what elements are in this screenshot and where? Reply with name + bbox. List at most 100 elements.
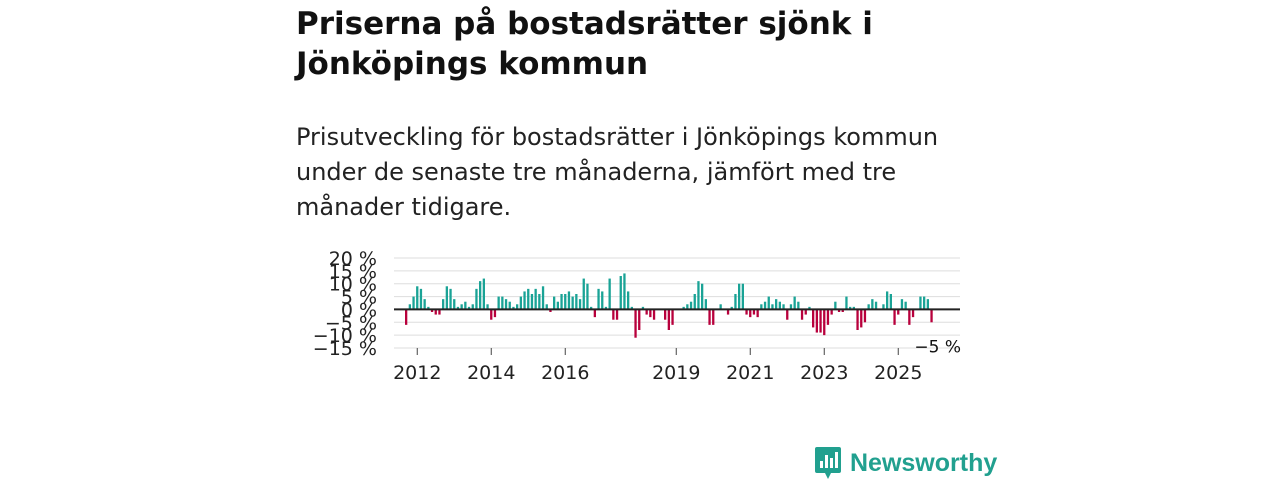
bar <box>572 297 574 310</box>
bar <box>634 309 636 337</box>
bars <box>405 273 933 337</box>
bar <box>649 309 651 317</box>
bar <box>927 299 929 309</box>
x-axis-tick-labels: 2012 2014 2016 2019 2021 2023 2025 <box>393 348 922 384</box>
bar <box>768 297 770 310</box>
bar <box>757 309 759 317</box>
bar <box>420 289 422 310</box>
x-tick-label: 2021 <box>726 362 774 384</box>
x-tick-label: 2012 <box>393 362 441 384</box>
bar <box>786 309 788 319</box>
bar <box>412 297 414 310</box>
bar <box>464 302 466 310</box>
bar <box>856 309 858 330</box>
bar <box>823 309 825 335</box>
bar <box>609 279 611 310</box>
bar <box>871 299 873 309</box>
bar <box>523 291 525 309</box>
annotations: −5 % <box>914 337 961 357</box>
y-tick-label: −15 % <box>313 338 377 360</box>
bar <box>479 281 481 309</box>
bar <box>919 297 921 310</box>
bar <box>564 294 566 309</box>
bar <box>627 291 629 309</box>
bar <box>623 273 625 309</box>
bar <box>701 284 703 310</box>
bar <box>424 299 426 309</box>
bar <box>553 297 555 310</box>
bar <box>664 309 666 319</box>
bar <box>812 309 814 327</box>
bar <box>586 284 588 310</box>
bar <box>749 309 751 317</box>
bar <box>834 302 836 310</box>
bar <box>923 297 925 310</box>
last-value-label: −5 % <box>914 337 961 357</box>
bar <box>886 291 888 309</box>
brand-name: Newsworthy <box>850 449 997 478</box>
bar <box>520 297 522 310</box>
bar <box>416 286 418 309</box>
bar <box>705 299 707 309</box>
bar <box>905 302 907 310</box>
bar <box>801 309 803 319</box>
bar <box>779 302 781 310</box>
bar <box>601 291 603 309</box>
bar <box>505 299 507 309</box>
bar <box>531 294 533 309</box>
bar <box>638 309 640 330</box>
bar <box>446 286 448 309</box>
bar <box>527 289 529 310</box>
bar <box>509 302 511 310</box>
bar <box>490 309 492 319</box>
bar <box>742 284 744 310</box>
x-tick-label: 2019 <box>652 362 700 384</box>
bar <box>501 297 503 310</box>
bar <box>890 294 892 309</box>
bar <box>538 294 540 309</box>
bar <box>594 309 596 317</box>
bar <box>671 309 673 324</box>
bar <box>579 299 581 309</box>
bar <box>901 299 903 309</box>
bar <box>597 289 599 310</box>
bar <box>583 279 585 310</box>
bar <box>575 294 577 309</box>
bar <box>764 302 766 310</box>
bar <box>542 286 544 309</box>
bar <box>612 309 614 319</box>
bar <box>893 309 895 324</box>
bar <box>797 302 799 310</box>
bar <box>668 309 670 330</box>
x-tick-label: 2014 <box>467 362 515 384</box>
bar <box>734 294 736 309</box>
bar <box>908 309 910 324</box>
bar <box>475 289 477 310</box>
bar <box>827 309 829 324</box>
bar <box>405 309 407 324</box>
bar <box>494 309 496 317</box>
bar <box>557 302 559 310</box>
bar <box>449 289 451 310</box>
newsworthy-logo-icon <box>814 446 842 480</box>
bar <box>535 289 537 310</box>
bar <box>819 309 821 332</box>
x-tick-label: 2016 <box>541 362 589 384</box>
bar <box>453 299 455 309</box>
x-tick-label: 2025 <box>874 362 922 384</box>
bar <box>816 309 818 332</box>
bar <box>845 297 847 310</box>
bar <box>712 309 714 324</box>
bar <box>483 279 485 310</box>
bar <box>708 309 710 324</box>
bar <box>930 309 932 322</box>
bar-chart: 20 %15 %10 %5 %0 %−5 %−10 %−15 % 2012 201… <box>0 0 1280 480</box>
brand: Newsworthy <box>814 446 997 480</box>
y-axis-tick-labels: 20 %15 %10 %5 %0 %−5 %−10 %−15 % <box>313 248 377 360</box>
bar <box>616 309 618 319</box>
bar <box>738 284 740 310</box>
bar <box>560 294 562 309</box>
bar <box>697 281 699 309</box>
bar <box>620 276 622 309</box>
bar <box>653 309 655 319</box>
